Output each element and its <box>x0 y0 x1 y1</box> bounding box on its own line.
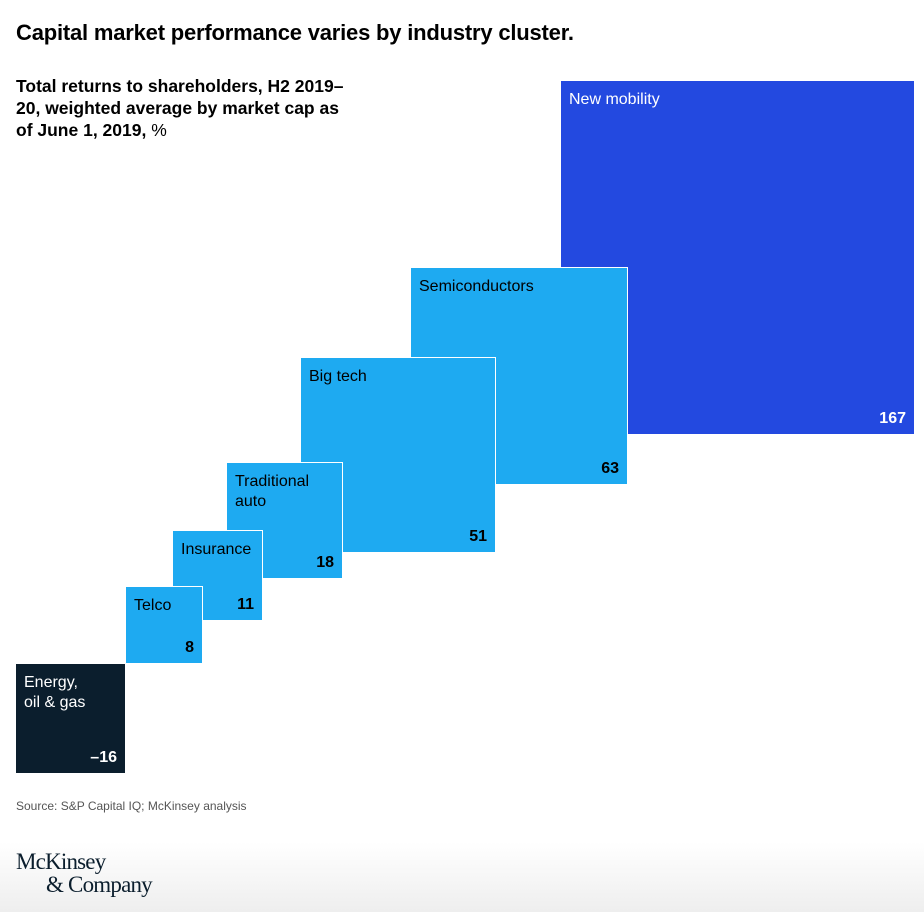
mckinsey-logo: McKinsey & Company <box>16 849 153 897</box>
footer-background <box>0 842 924 912</box>
category-label: Big tech <box>309 368 367 385</box>
square-telco: Telco 8 <box>125 586 203 664</box>
subtitle-text: Total returns to shareholders, H2 2019–2… <box>16 76 344 140</box>
logo-line-2: & Company <box>46 872 153 897</box>
value-label: 8 <box>185 639 194 656</box>
category-label: Semiconductors <box>419 278 534 295</box>
category-label: Insurance <box>181 541 252 558</box>
category-label: Telco <box>134 597 172 614</box>
value-label: 51 <box>469 528 487 545</box>
chart-subtitle: Total returns to shareholders, H2 2019–2… <box>16 75 346 141</box>
value-label: 18 <box>316 554 334 571</box>
value-label: 11 <box>237 596 254 613</box>
category-label: New mobility <box>569 91 660 108</box>
value-label: 167 <box>879 410 906 427</box>
unit-label: % <box>151 120 167 140</box>
chart-title: Capital market performance varies by ind… <box>16 20 574 45</box>
source-note: Source: S&P Capital IQ; McKinsey analysi… <box>16 799 247 813</box>
square-energy-oil-gas: Energy, oil & gas –16 <box>15 663 126 774</box>
category-label: Energy, oil & gas <box>24 674 86 711</box>
category-label: Traditional auto <box>235 473 310 510</box>
value-label: 63 <box>601 460 619 477</box>
value-label: –16 <box>90 749 117 766</box>
logo-line-1: McKinsey <box>16 849 106 874</box>
